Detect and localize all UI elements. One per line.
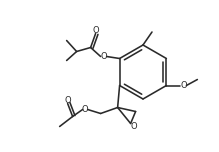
Text: O: O — [64, 96, 71, 105]
Text: O: O — [81, 105, 88, 114]
Text: O: O — [92, 26, 99, 35]
Text: O: O — [100, 52, 107, 61]
Text: O: O — [130, 122, 137, 131]
Text: O: O — [180, 81, 187, 90]
